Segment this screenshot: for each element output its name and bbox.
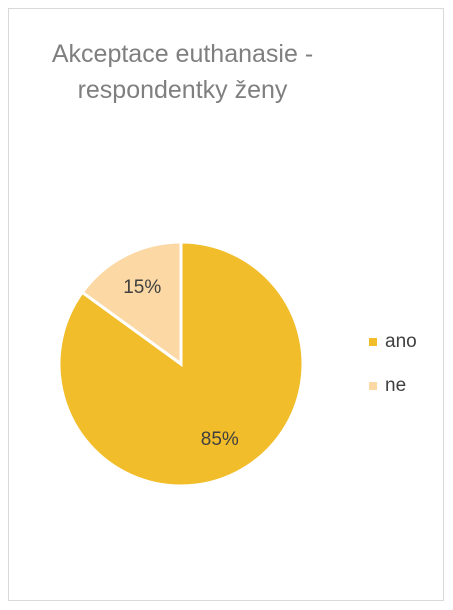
legend-label: ne <box>385 375 406 396</box>
chart-frame <box>8 8 444 601</box>
pie-slice <box>80 240 183 367</box>
chart-title: Akceptace euthanasie - respondentky ženy <box>51 40 314 104</box>
legend-swatch <box>369 382 377 390</box>
legend-label: ano <box>385 331 417 352</box>
legend-swatch <box>369 338 377 346</box>
data-label: 85% <box>201 429 239 450</box>
data-label: 15% <box>123 277 161 298</box>
